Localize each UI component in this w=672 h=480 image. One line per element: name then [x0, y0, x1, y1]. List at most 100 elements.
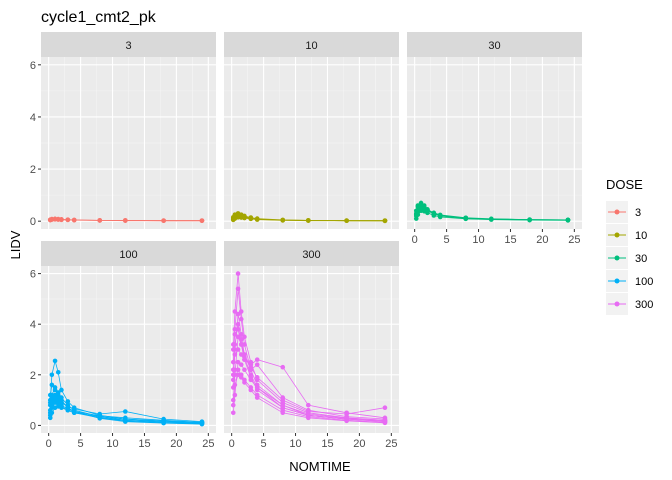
data-point-dose-3 — [199, 218, 205, 223]
facet-panel-30: 30 0 5 10 15 20 25 — [407, 32, 582, 246]
data-point-dose-30 — [437, 212, 443, 218]
data-point-dose-3 — [161, 218, 166, 223]
data-point-dose-300 — [248, 362, 254, 367]
data-point-dose-100 — [52, 392, 58, 398]
facet-strip-label: 3 — [125, 40, 131, 52]
legend-label: 30 — [635, 253, 647, 265]
data-point-dose-300 — [232, 326, 238, 332]
data-point-dose-300 — [238, 316, 244, 322]
y-tick-label: 4 — [30, 112, 36, 124]
y-tick-label: 0 — [30, 216, 36, 228]
data-point-dose-300 — [248, 387, 254, 393]
data-point-dose-300 — [280, 364, 286, 370]
data-point-dose-3 — [123, 218, 128, 223]
data-point-dose-300 — [238, 352, 244, 357]
data-point-dose-300 — [344, 410, 349, 416]
facet-strip-label: 100 — [119, 249, 137, 261]
x-tick-label: 15 — [138, 438, 150, 450]
data-point-dose-10 — [306, 218, 311, 223]
data-point-dose-300 — [280, 410, 286, 416]
data-point-dose-300 — [242, 367, 247, 373]
data-point-dose-100 — [55, 369, 61, 375]
y-tick-label: 2 — [30, 370, 36, 382]
data-point-dose-100 — [49, 402, 55, 408]
legend: 3 10 30 100 300 — [606, 201, 653, 315]
facet-strip — [224, 32, 399, 57]
data-point-dose-100 — [199, 421, 205, 427]
data-point-dose-300 — [235, 286, 241, 292]
data-point-dose-300 — [306, 411, 311, 417]
data-point-dose-100 — [52, 358, 58, 364]
legend-title: DOSE — [606, 177, 643, 192]
x-tick-label: 20 — [170, 438, 182, 450]
data-point-dose-100 — [49, 395, 55, 400]
data-point-dose-300 — [280, 397, 286, 403]
x-tick-label: 5 — [444, 234, 450, 246]
x-tick-label: 20 — [353, 438, 365, 450]
data-point-dose-100 — [52, 387, 58, 393]
legend-label: 3 — [635, 207, 641, 219]
data-point-dose-300 — [254, 375, 260, 380]
x-tick-label: 25 — [385, 438, 397, 450]
x-tick-label: 20 — [536, 234, 548, 246]
data-point-dose-30 — [413, 216, 419, 221]
data-point-dose-300 — [232, 392, 238, 398]
data-point-dose-300 — [254, 362, 260, 367]
data-point-dose-300 — [306, 415, 311, 421]
y-tick-label: 6 — [30, 60, 36, 72]
data-point-dose-300 — [382, 418, 388, 423]
data-point-dose-30 — [527, 217, 532, 222]
data-point-dose-300 — [242, 354, 247, 360]
data-point-dose-3 — [71, 217, 77, 223]
data-point-dose-300 — [238, 342, 244, 347]
data-point-dose-300 — [235, 359, 241, 365]
data-point-dose-10 — [242, 215, 247, 221]
data-point-dose-30 — [431, 210, 437, 216]
data-point-dose-300 — [238, 362, 244, 367]
facet-panel-300: 300 0 5 10 15 20 25 — [224, 241, 399, 450]
data-point-dose-300 — [254, 395, 260, 400]
data-point-dose-300 — [306, 402, 311, 408]
data-point-dose-100 — [47, 415, 53, 421]
data-point-dose-300 — [232, 352, 238, 357]
x-tick-label: 25 — [202, 438, 214, 450]
data-point-dose-100 — [49, 372, 55, 378]
facet-strip — [41, 32, 216, 57]
x-tick-label: 10 — [289, 438, 301, 450]
data-point-dose-100 — [65, 405, 71, 410]
data-point-dose-300 — [232, 382, 238, 388]
x-tick-label: 5 — [78, 438, 84, 450]
data-point-dose-3 — [65, 217, 71, 222]
data-point-dose-300 — [242, 380, 247, 385]
facet-strip — [41, 241, 216, 266]
y-tick-label: 6 — [30, 269, 36, 281]
data-point-dose-30 — [489, 216, 494, 222]
data-point-dose-300 — [230, 367, 236, 373]
y-axis-title: LIDV — [8, 230, 23, 259]
data-point-dose-100 — [123, 409, 128, 414]
data-point-dose-100 — [123, 419, 128, 424]
data-point-dose-100 — [55, 395, 61, 400]
data-point-dose-3 — [97, 218, 103, 223]
data-point-dose-10 — [344, 218, 349, 223]
data-point-dose-30 — [425, 210, 430, 216]
data-point-dose-100 — [59, 399, 64, 404]
data-point-dose-300 — [230, 402, 236, 408]
legend-key-point — [614, 232, 620, 238]
data-point-dose-100 — [59, 387, 64, 393]
y-tick-label: 2 — [30, 164, 36, 176]
legend-label: 10 — [635, 230, 647, 242]
data-point-dose-10 — [248, 216, 254, 222]
data-point-dose-100 — [59, 402, 64, 408]
data-point-dose-300 — [230, 410, 236, 416]
x-axis-title: NOMTIME — [289, 459, 351, 474]
x-tick-label: 5 — [261, 438, 267, 450]
legend-key-point — [614, 278, 620, 284]
chart-title: cycle1_cmt2_pk — [41, 9, 157, 26]
data-point-dose-300 — [230, 359, 236, 365]
data-point-dose-300 — [235, 372, 241, 378]
facet-strip-label: 30 — [488, 40, 500, 52]
data-point-dose-100 — [71, 409, 77, 414]
